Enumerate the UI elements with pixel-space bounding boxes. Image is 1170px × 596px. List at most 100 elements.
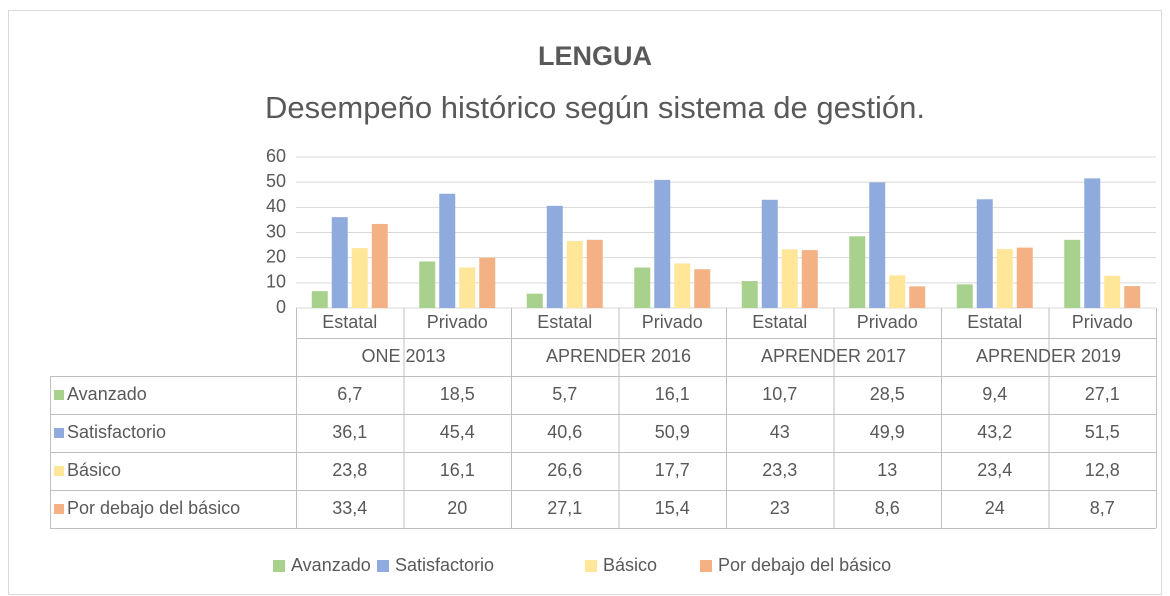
- legend-key: [585, 560, 597, 572]
- y-tick-label: 0: [276, 297, 286, 317]
- table-cell: 10,7: [762, 384, 797, 404]
- bar: [849, 236, 866, 308]
- table-cell: 43,2: [977, 422, 1012, 442]
- table-cell: 23,8: [332, 460, 367, 480]
- x-tick-label: Privado: [642, 312, 703, 332]
- table-cell: 12,8: [1085, 460, 1120, 480]
- row-label: Avanzado: [67, 384, 147, 404]
- table-cell: 6,7: [337, 384, 362, 404]
- bar: [1084, 178, 1101, 308]
- bar: [674, 263, 691, 308]
- bar: [996, 249, 1013, 308]
- y-tick-label: 10: [266, 272, 286, 292]
- bar: [1124, 286, 1141, 308]
- table-cell: 16,1: [655, 384, 690, 404]
- table-legend-key: [54, 466, 64, 476]
- table-cell: 28,5: [870, 384, 905, 404]
- table-cell: 8,7: [1090, 498, 1115, 518]
- table-cell: 5,7: [552, 384, 577, 404]
- table-cell: 27,1: [1085, 384, 1120, 404]
- group-label: APRENDER 2017: [761, 346, 906, 366]
- table-cell: 13: [877, 460, 897, 480]
- table-cell: 33,4: [332, 498, 367, 518]
- table-legend-key: [54, 504, 64, 514]
- table-cell: 23: [770, 498, 790, 518]
- group-label: APRENDER 2019: [976, 346, 1121, 366]
- table-cell: 23,4: [977, 460, 1012, 480]
- y-tick-label: 20: [266, 246, 286, 266]
- legend-label: Satisfactorio: [395, 555, 494, 575]
- bar: [331, 217, 348, 308]
- table-legend-key: [54, 390, 64, 400]
- table-cell: 40,6: [547, 422, 582, 442]
- x-tick-label: Privado: [857, 312, 918, 332]
- bar: [956, 284, 973, 308]
- bar: [526, 293, 543, 308]
- legend-key: [377, 560, 389, 572]
- table-cell: 49,9: [870, 422, 905, 442]
- y-tick-label: 60: [266, 146, 286, 166]
- row-label: Básico: [67, 460, 121, 480]
- legend-label: Básico: [603, 555, 657, 575]
- bar: [976, 199, 993, 308]
- x-tick-label: Estatal: [967, 312, 1022, 332]
- group-label: ONE 2013: [361, 346, 445, 366]
- table-cell: 24: [985, 498, 1005, 518]
- bar: [694, 269, 711, 308]
- legend-key: [273, 560, 285, 572]
- table-legend-key: [54, 428, 64, 438]
- bar: [439, 193, 456, 308]
- table-cell: 23,3: [762, 460, 797, 480]
- bar: [586, 239, 603, 308]
- bar: [311, 291, 328, 308]
- legend-label: Por debajo del básico: [718, 555, 891, 575]
- table-cell: 36,1: [332, 422, 367, 442]
- bar: [546, 205, 563, 308]
- table-cell: 18,5: [440, 384, 475, 404]
- table-cell: 51,5: [1085, 422, 1120, 442]
- table-cell: 50,9: [655, 422, 690, 442]
- table-cell: 8,6: [875, 498, 900, 518]
- chart-title: LENGUA: [538, 41, 652, 71]
- table-cell: 17,7: [655, 460, 690, 480]
- group-label: APRENDER 2016: [546, 346, 691, 366]
- bar: [371, 223, 388, 308]
- bar: [419, 261, 436, 308]
- table-cell: 27,1: [547, 498, 582, 518]
- bar: [741, 281, 758, 308]
- table-cell: 45,4: [440, 422, 475, 442]
- bar: [801, 250, 818, 308]
- bar: [1104, 275, 1121, 308]
- bar: [479, 257, 496, 308]
- bar: [1016, 247, 1033, 308]
- bar: [1064, 239, 1081, 308]
- bar: [761, 199, 778, 308]
- x-tick-label: Estatal: [322, 312, 377, 332]
- bar: [909, 286, 926, 308]
- table-cell: 15,4: [655, 498, 690, 518]
- table-cell: 43: [770, 422, 790, 442]
- table-cell: 9,4: [982, 384, 1007, 404]
- row-label: Satisfactorio: [67, 422, 166, 442]
- bar: [889, 275, 906, 308]
- y-tick-label: 30: [266, 221, 286, 241]
- x-tick-label: Privado: [1072, 312, 1133, 332]
- chart-subtitle: Desempeño histórico según sistema de ges…: [265, 90, 925, 125]
- table-cell: 16,1: [440, 460, 475, 480]
- bar: [869, 182, 886, 308]
- legend-label: Avanzado: [291, 555, 371, 575]
- x-tick-label: Estatal: [537, 312, 592, 332]
- bar: [634, 267, 651, 308]
- y-tick-label: 50: [266, 171, 286, 191]
- bar: [781, 249, 798, 308]
- bar: [654, 179, 671, 308]
- bar: [566, 241, 583, 308]
- legend-key: [700, 560, 712, 572]
- x-tick-label: Privado: [427, 312, 488, 332]
- table-cell: 26,6: [547, 460, 582, 480]
- bar: [351, 248, 368, 308]
- bar: [459, 267, 476, 308]
- y-tick-label: 40: [266, 196, 286, 216]
- x-tick-label: Estatal: [752, 312, 807, 332]
